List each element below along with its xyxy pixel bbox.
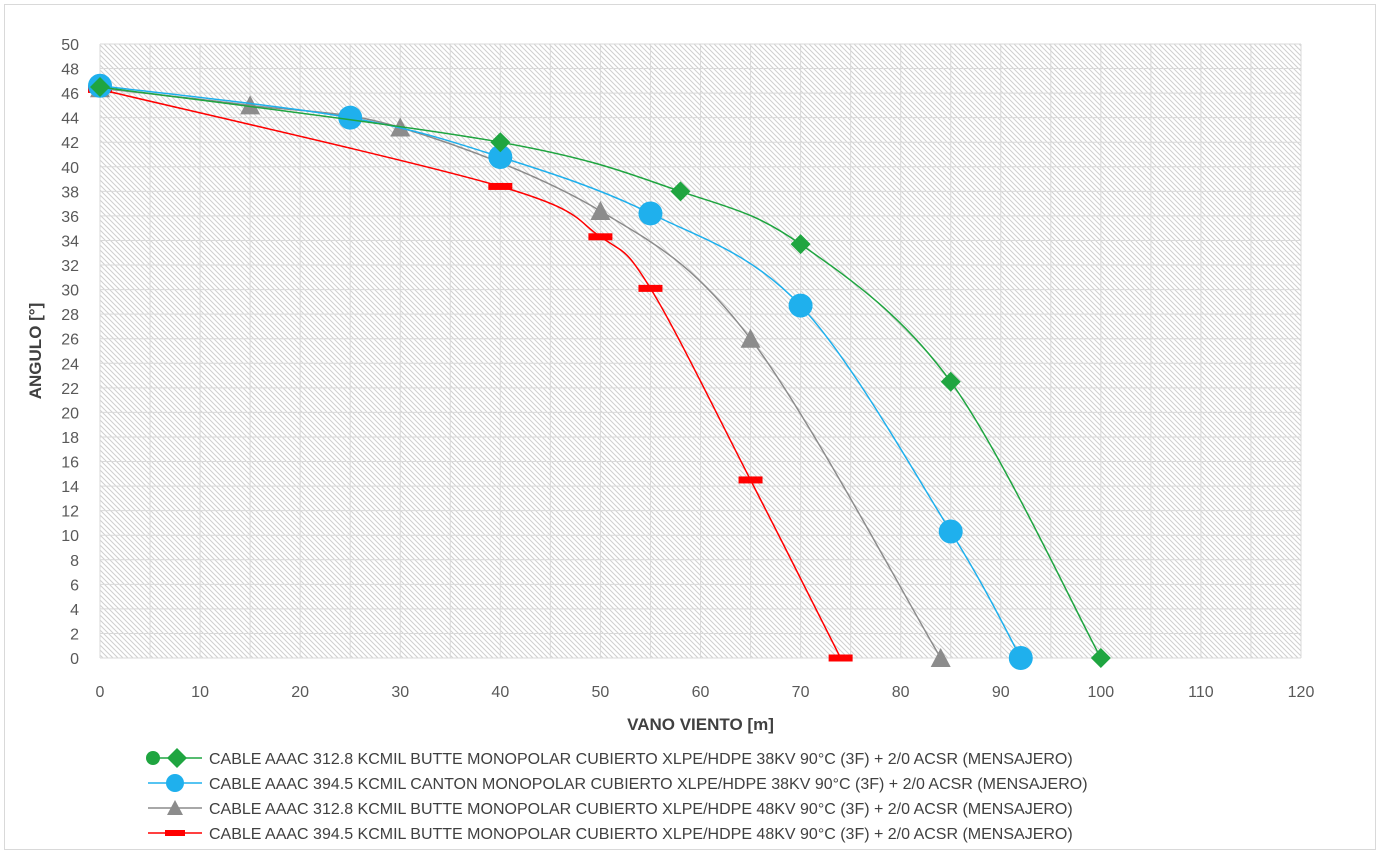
y-tick-label: 16 <box>61 455 79 472</box>
legend-label: CABLE AAAC 394.5 KCMIL BUTTE MONOPOLAR C… <box>209 826 1073 843</box>
data-point-marker <box>90 76 110 97</box>
x-tick-label: 10 <box>191 684 209 701</box>
y-axis-title: ANGULO [°] <box>26 303 45 400</box>
y-tick-label: 46 <box>61 86 79 103</box>
y-tick-label: 40 <box>61 160 79 177</box>
y-tick-label: 50 <box>61 37 79 54</box>
series-line <box>99 86 1102 659</box>
data-point-marker <box>638 201 663 226</box>
data-point-marker <box>1008 646 1033 670</box>
data-point-marker <box>790 234 811 255</box>
x-axis-title: VANO VIENTO [m] <box>627 715 774 734</box>
y-tick-label: 36 <box>61 209 79 226</box>
y-tick-label: 38 <box>61 184 79 201</box>
y-tick-label: 44 <box>61 111 79 128</box>
y-tick-label: 24 <box>61 356 79 373</box>
data-point-marker <box>670 181 691 202</box>
x-tick-label: 70 <box>792 684 810 701</box>
y-tick-label: 48 <box>61 62 79 79</box>
legend-item: CABLE AAAC 312.8 KCMIL BUTTE MONOPOLAR C… <box>148 800 1073 818</box>
x-tick-label: 30 <box>391 684 409 701</box>
x-tick-label: 20 <box>291 684 309 701</box>
legend-marker <box>165 830 185 836</box>
y-tick-label: 2 <box>70 626 79 643</box>
legend-item: CABLE AAAC 394.5 KCMIL CANTON MONOPOLAR … <box>148 774 1088 793</box>
gridlines <box>99 43 1302 659</box>
data-point-marker <box>930 648 951 667</box>
legend-label: CABLE AAAC 312.8 KCMIL BUTTE MONOPOLAR C… <box>209 801 1073 818</box>
x-tick-label: 40 <box>491 684 509 701</box>
legend: CABLE AAAC 312.8 KCMIL BUTTE MONOPOLAR C… <box>146 748 1088 843</box>
x-tick-label: 100 <box>1087 684 1114 701</box>
data-point-marker <box>828 654 853 662</box>
y-tick-label: 22 <box>61 381 79 398</box>
data-point-marker <box>1090 648 1111 668</box>
series-line <box>99 88 842 659</box>
x-axis-ticks: 0 10 20 30 40 50 60 70 80 90 100 110 120 <box>96 684 1315 701</box>
y-tick-label: 26 <box>61 332 79 349</box>
legend-marker <box>166 774 184 792</box>
y-tick-label: 14 <box>61 479 79 496</box>
data-point-marker <box>740 328 761 348</box>
series-1 <box>90 76 1111 668</box>
y-tick-label: 34 <box>61 233 79 250</box>
y-tick-label: 8 <box>70 553 79 570</box>
legend-marker <box>146 751 160 765</box>
data-point-marker <box>738 476 763 484</box>
y-tick-label: 6 <box>70 577 79 594</box>
data-point-marker <box>938 519 963 544</box>
x-tick-label: 60 <box>692 684 710 701</box>
x-tick-label: 120 <box>1288 684 1315 701</box>
x-tick-label: 90 <box>992 684 1010 701</box>
data-point-marker <box>788 293 813 318</box>
x-tick-label: 80 <box>892 684 910 701</box>
x-tick-label: 50 <box>592 684 610 701</box>
legend-item: CABLE AAAC 312.8 KCMIL BUTTE MONOPOLAR C… <box>146 748 1073 768</box>
y-tick-label: 30 <box>61 283 79 300</box>
data-point-marker <box>488 182 513 190</box>
data-point-marker <box>638 284 663 292</box>
legend-item: CABLE AAAC 394.5 KCMIL BUTTE MONOPOLAR C… <box>148 826 1073 843</box>
legend-marker <box>167 800 183 815</box>
y-tick-label: 4 <box>70 602 79 619</box>
y-tick-label: 10 <box>61 528 79 545</box>
legend-marker <box>167 748 187 768</box>
x-tick-label: 0 <box>96 684 105 701</box>
legend-label: CABLE AAAC 394.5 KCMIL CANTON MONOPOLAR … <box>209 776 1088 793</box>
y-tick-label: 18 <box>61 430 79 447</box>
data-point-marker <box>588 233 613 241</box>
x-tick-label: 110 <box>1188 684 1214 701</box>
y-tick-label: 32 <box>61 258 79 275</box>
data-point-marker <box>488 144 513 169</box>
data-point-marker <box>940 371 961 392</box>
y-tick-label: 12 <box>61 504 79 521</box>
y-tick-label: 0 <box>70 651 79 668</box>
data-point-marker <box>590 201 611 221</box>
y-tick-label: 42 <box>61 135 79 152</box>
series-lines <box>88 73 1111 670</box>
series-2 <box>88 73 1033 670</box>
y-tick-label: 28 <box>61 307 79 324</box>
data-point-marker <box>490 132 511 153</box>
y-tick-label: 20 <box>61 405 79 422</box>
data-point-marker <box>240 95 261 115</box>
data-point-marker <box>338 105 363 130</box>
y-axis-ticks: 0246810121416182022242628303234363840424… <box>61 37 79 668</box>
legend-label: CABLE AAAC 312.8 KCMIL BUTTE MONOPOLAR C… <box>209 751 1073 768</box>
